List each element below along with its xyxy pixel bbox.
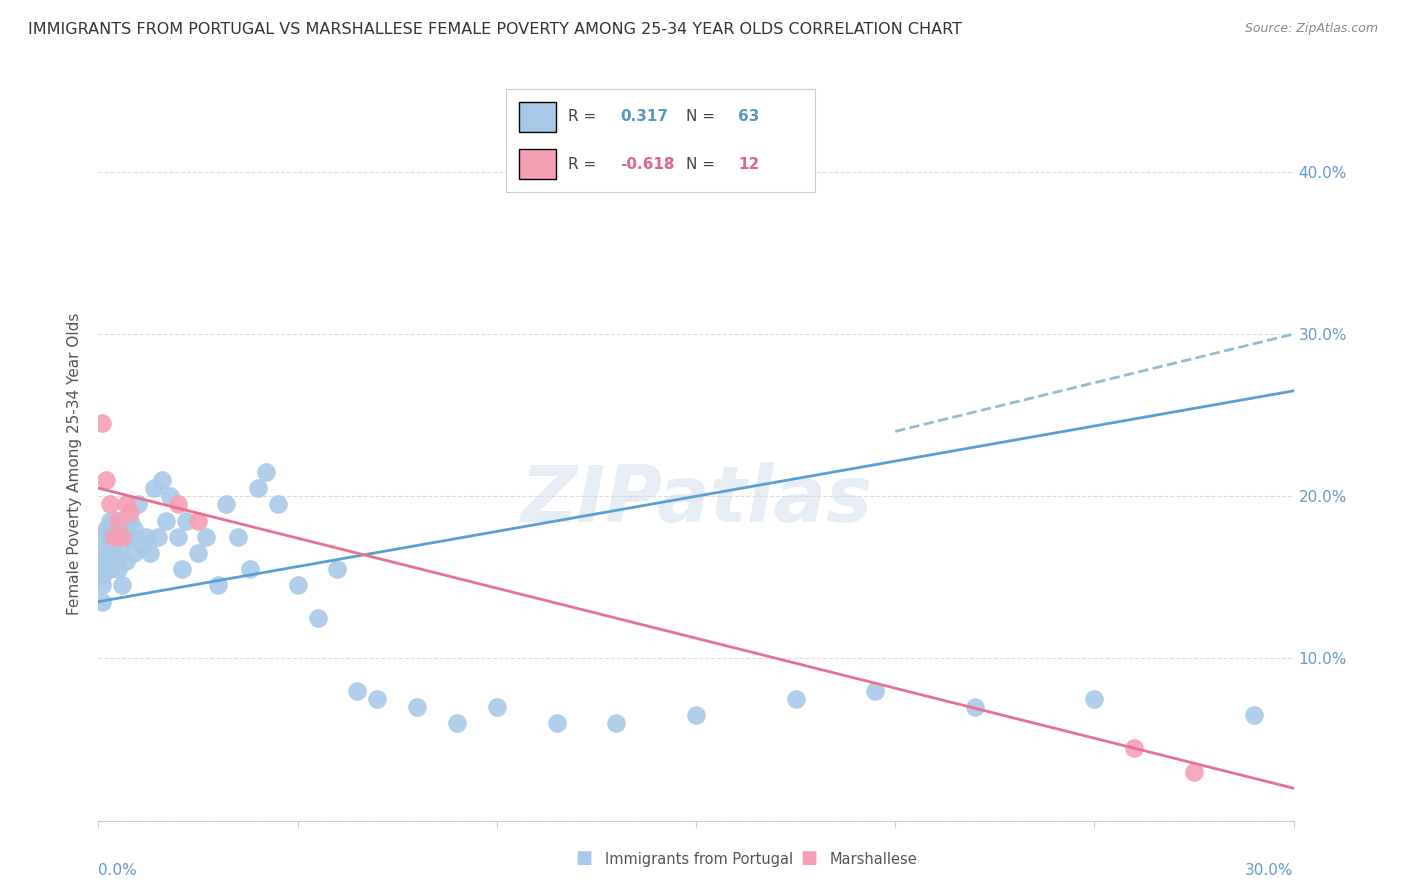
Point <box>239 562 262 576</box>
Point <box>107 514 129 528</box>
Point <box>406 700 429 714</box>
Text: Source: ZipAtlas.com: Source: ZipAtlas.com <box>1244 22 1378 36</box>
Point <box>155 514 177 528</box>
Point <box>187 514 209 528</box>
Text: IMMIGRANTS FROM PORTUGAL VS MARSHALLESE FEMALE POVERTY AMONG 25-34 YEAR OLDS COR: IMMIGRANTS FROM PORTUGAL VS MARSHALLESE … <box>28 22 962 37</box>
Point <box>148 530 170 544</box>
Point <box>100 530 122 544</box>
Point <box>226 530 249 544</box>
Point <box>91 530 114 544</box>
Point <box>100 497 122 511</box>
Point <box>287 578 309 592</box>
Point <box>139 546 162 560</box>
Point <box>96 554 118 568</box>
Point <box>107 514 129 528</box>
Text: ■: ■ <box>575 849 592 867</box>
Point <box>446 716 468 731</box>
Point <box>124 546 146 560</box>
Point <box>120 506 142 520</box>
Point <box>267 497 290 511</box>
Point <box>863 684 887 698</box>
Text: ZIPatlas: ZIPatlas <box>520 461 872 538</box>
Text: ■: ■ <box>800 849 817 867</box>
Text: Marshallese: Marshallese <box>830 852 917 867</box>
Point <box>115 530 138 544</box>
Point <box>111 522 134 536</box>
Text: N =: N = <box>686 157 714 171</box>
Point <box>111 578 134 592</box>
Y-axis label: Female Poverty Among 25-34 Year Olds: Female Poverty Among 25-34 Year Olds <box>67 313 83 615</box>
Point <box>103 514 125 528</box>
Point <box>120 514 142 528</box>
Point <box>167 530 190 544</box>
Text: 12: 12 <box>738 157 759 171</box>
Point <box>127 497 149 511</box>
Text: R =: R = <box>568 157 596 171</box>
Text: 30.0%: 30.0% <box>1246 863 1294 879</box>
Point <box>103 530 125 544</box>
Text: R =: R = <box>568 110 596 124</box>
Text: 0.317: 0.317 <box>620 110 669 124</box>
Point <box>366 692 388 706</box>
Point <box>107 562 129 576</box>
Point <box>115 497 138 511</box>
Point <box>120 530 142 544</box>
Text: 0.0%: 0.0% <box>98 863 138 879</box>
Point <box>1123 740 1146 755</box>
Point <box>91 595 114 609</box>
Point <box>963 700 986 714</box>
Point <box>111 546 134 560</box>
FancyBboxPatch shape <box>519 149 555 179</box>
Point <box>785 692 807 706</box>
Point <box>172 562 194 576</box>
Point <box>143 481 166 495</box>
Point <box>103 546 125 560</box>
Point <box>103 530 125 544</box>
Point <box>91 578 114 592</box>
Point <box>1182 764 1205 779</box>
Point <box>96 522 118 536</box>
Point <box>91 570 114 584</box>
Point <box>96 562 118 576</box>
Text: -0.618: -0.618 <box>620 157 675 171</box>
Text: Immigrants from Portugal: Immigrants from Portugal <box>605 852 793 867</box>
Point <box>485 700 508 714</box>
Point <box>546 716 568 731</box>
Point <box>605 716 627 731</box>
Point <box>150 473 173 487</box>
Point <box>246 481 269 495</box>
Text: 63: 63 <box>738 110 759 124</box>
Point <box>100 562 122 576</box>
Point <box>111 530 134 544</box>
Point <box>215 497 238 511</box>
Point <box>135 530 157 544</box>
Point <box>1243 708 1265 723</box>
FancyBboxPatch shape <box>519 102 555 132</box>
Point <box>1083 692 1105 706</box>
Point <box>100 514 122 528</box>
Point <box>124 522 146 536</box>
Point <box>91 546 114 560</box>
Point <box>131 538 153 552</box>
Point <box>346 684 368 698</box>
Text: N =: N = <box>686 110 714 124</box>
Point <box>195 530 218 544</box>
Point <box>96 546 118 560</box>
Point <box>685 708 707 723</box>
Point <box>167 497 190 511</box>
Point <box>187 546 209 560</box>
Point <box>307 611 329 625</box>
Point <box>115 554 138 568</box>
Point <box>174 514 197 528</box>
Point <box>207 578 229 592</box>
Point <box>159 489 181 503</box>
Point <box>254 465 277 479</box>
Point <box>326 562 349 576</box>
Point <box>91 417 114 431</box>
Point <box>96 473 118 487</box>
